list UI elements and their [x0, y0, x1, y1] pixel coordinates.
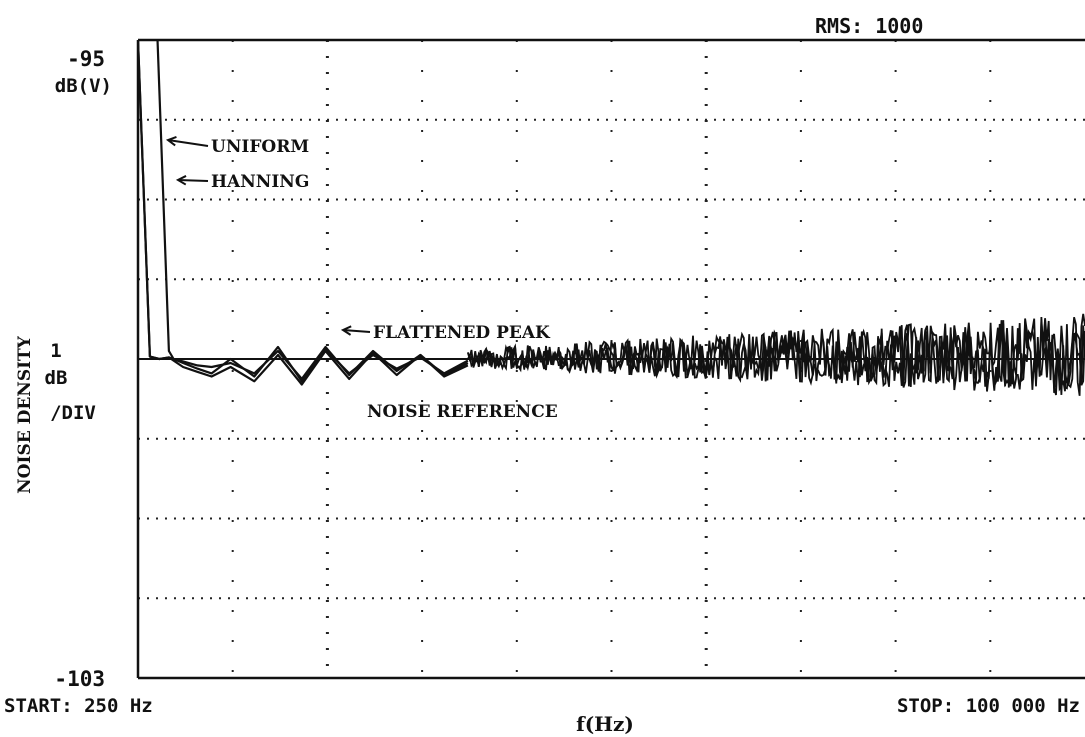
series-group — [138, 40, 469, 386]
annotation-arrow-head — [175, 175, 187, 186]
start-label: START: 250 Hz — [4, 695, 153, 717]
scale-unit-div: /DIV — [50, 402, 96, 424]
annotation-noise-reference: NOISE REFERENCE — [367, 402, 558, 422]
annotation-flattened-peak: FLATTENED PEAK — [373, 323, 551, 343]
series-flattened — [156, 40, 469, 383]
annotation-arrow-shaft — [177, 179, 209, 182]
noise-band — [467, 313, 1085, 396]
annotation-hanning: HANNING — [211, 172, 309, 192]
annotation-arrow-shaft — [342, 329, 371, 333]
y-axis-label: NOISE DENSITY — [15, 335, 35, 494]
annotation-arrow-head — [340, 325, 352, 336]
annotation-arrows — [165, 135, 371, 336]
stop-label: STOP: 100 000 Hz — [897, 695, 1080, 717]
noise-trace — [467, 316, 1085, 392]
rms-readout: RMS: 1000 — [815, 14, 923, 38]
scale-unit-db: dB — [45, 367, 68, 389]
series-hanning — [138, 40, 469, 386]
y-top-value: -95 — [67, 47, 105, 71]
noise-trace — [467, 318, 1085, 393]
annotation-arrow-shaft — [167, 139, 209, 147]
annotation-uniform: UNIFORM — [211, 137, 309, 157]
y-top-unit: dB(V) — [55, 75, 112, 97]
scale-number: 1 — [50, 340, 61, 362]
annotation-arrow-head — [165, 135, 177, 147]
y-bottom-value: -103 — [54, 667, 105, 691]
x-axis-label: f(Hz) — [576, 712, 634, 736]
